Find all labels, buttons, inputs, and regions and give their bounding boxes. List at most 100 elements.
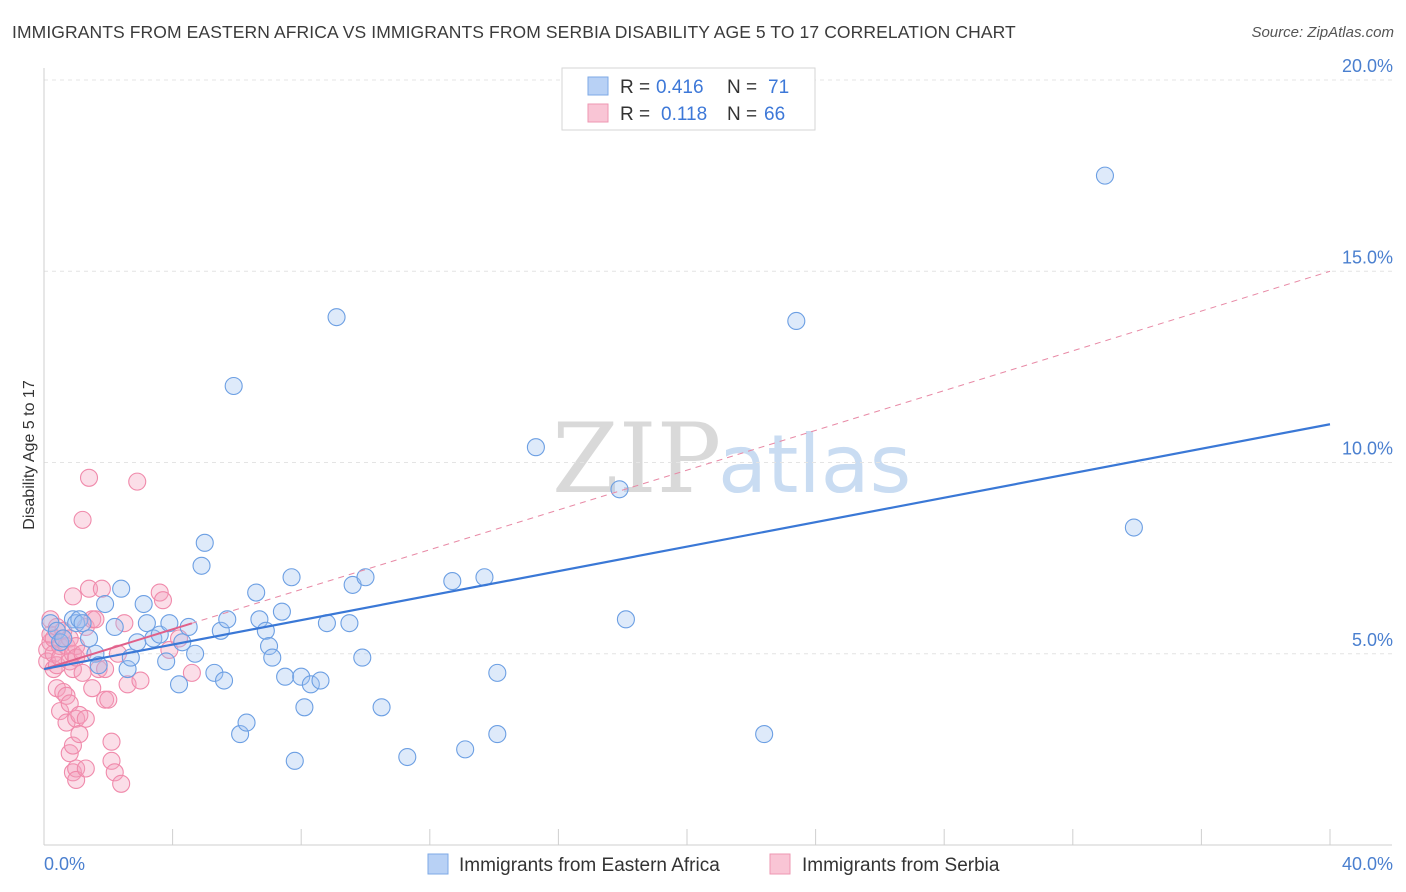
data-point-eastern-africa	[134, 594, 153, 614]
legend-r-value-1: 0.416	[656, 77, 704, 98]
data-point-serbia	[76, 759, 95, 778]
legend-n-value-1: 71	[768, 77, 789, 98]
data-point-eastern-africa	[372, 698, 391, 717]
data-point-eastern-africa	[259, 637, 279, 656]
data-point-eastern-africa	[224, 376, 243, 396]
data-point-eastern-africa	[488, 725, 507, 744]
data-point-eastern-africa	[41, 614, 60, 633]
data-point-serbia	[73, 510, 92, 529]
y-tick-label: 5.0%	[1352, 630, 1393, 650]
legend-swatch-eastern-africa	[587, 76, 609, 96]
data-point-eastern-africa	[1124, 518, 1143, 537]
data-point-eastern-africa	[79, 629, 99, 648]
data-point-eastern-africa	[356, 568, 375, 587]
data-point-eastern-africa	[272, 602, 291, 621]
axes	[43, 68, 1392, 846]
x-tick-label: 40.0%	[1342, 854, 1393, 874]
data-point-eastern-africa	[214, 671, 234, 690]
data-point-serbia	[102, 751, 121, 770]
data-point-serbia	[99, 690, 118, 709]
data-point-serbia	[92, 579, 111, 598]
chart-title: IMMIGRANTS FROM EASTERN AFRICA VS IMMIGR…	[12, 22, 1016, 42]
y-tick-labels: 5.0% 10.0% 15.0% 20.0%	[1342, 56, 1393, 650]
data-point-eastern-africa	[610, 480, 629, 499]
source-label: Source: ZipAtlas.com	[1251, 24, 1394, 41]
data-point-serbia	[128, 472, 147, 491]
data-point-serbia	[79, 579, 99, 598]
trend-line-eastern-africa	[43, 423, 1331, 671]
legend-n-label-2: N =	[727, 104, 757, 125]
y-tick-label: 15.0%	[1342, 247, 1393, 267]
data-point-serbia	[51, 702, 70, 721]
data-point-serbia	[63, 736, 82, 755]
data-point-eastern-africa	[616, 610, 635, 629]
data-point-serbia	[70, 725, 89, 744]
data-point-eastern-africa	[160, 614, 179, 633]
data-point-eastern-africa	[169, 675, 189, 694]
legend-n-label-1: N =	[727, 77, 757, 98]
data-point-eastern-africa	[292, 667, 311, 686]
legend-r-value-2: 0.118	[661, 104, 707, 125]
data-point-serbia	[153, 591, 173, 610]
data-point-serbia	[131, 671, 150, 690]
data-point-eastern-africa	[787, 311, 806, 331]
data-point-eastern-africa	[526, 438, 545, 457]
data-point-eastern-africa	[186, 644, 205, 663]
data-point-eastern-africa	[47, 621, 66, 640]
data-point-eastern-africa	[398, 747, 417, 767]
legend-r-label-1: R =	[620, 77, 650, 98]
y-tick-label: 20.0%	[1342, 56, 1393, 76]
data-point-eastern-africa	[118, 659, 137, 679]
data-point-eastern-africa	[192, 556, 211, 575]
data-point-eastern-africa	[295, 698, 314, 717]
bottom-legend-label-serbia: Immigrants from Serbia	[802, 855, 1000, 876]
data-point-eastern-africa	[195, 533, 214, 552]
watermark-atlas: atlas	[718, 418, 911, 511]
data-point-serbia	[182, 663, 201, 682]
trend-line-serbia	[43, 270, 1331, 670]
bottom-legend: Immigrants from Eastern Africa Immigrant…	[427, 853, 1000, 876]
data-point-serbia	[102, 732, 121, 751]
trend-lines	[43, 270, 1331, 671]
y-axis-label: Disability Age 5 to 17	[21, 380, 38, 530]
x-tick-label: 0.0%	[44, 854, 85, 874]
data-point-eastern-africa	[488, 663, 507, 682]
data-point-eastern-africa	[456, 740, 475, 759]
x-tick-labels: 0.0% 40.0%	[44, 854, 1393, 874]
bottom-legend-label-eastern-africa: Immigrants from Eastern Africa	[459, 855, 720, 876]
legend: R = 0.416 N = 71 R = 0.118 N = 66	[561, 67, 816, 131]
data-point-serbia	[89, 659, 108, 679]
data-point-serbia	[83, 679, 102, 698]
grid-lines	[44, 79, 1392, 655]
data-point-serbia	[41, 610, 60, 629]
legend-swatch-serbia	[587, 103, 609, 123]
data-point-eastern-africa	[112, 579, 131, 598]
data-point-serbia	[76, 709, 95, 728]
data-point-eastern-africa	[285, 751, 304, 770]
data-point-eastern-africa	[237, 713, 256, 732]
data-point-serbia	[112, 774, 131, 793]
data-point-eastern-africa	[157, 652, 176, 671]
data-point-serbia	[105, 763, 124, 782]
data-point-serbia	[79, 468, 99, 487]
data-point-eastern-africa	[137, 614, 156, 633]
bottom-legend-swatch-eastern-africa	[427, 853, 449, 875]
data-point-serbia	[63, 587, 82, 606]
data-point-eastern-africa	[276, 667, 295, 686]
data-point-eastern-africa	[443, 572, 462, 591]
watermark-zip: ZIP	[552, 403, 721, 515]
data-point-eastern-africa	[327, 308, 346, 327]
data-point-serbia	[115, 614, 134, 633]
data-point-eastern-africa	[231, 725, 250, 744]
trend-line-serbia-solid	[43, 622, 193, 671]
data-point-serbia	[73, 663, 92, 682]
data-point-eastern-africa	[247, 583, 266, 602]
data-point-eastern-africa	[353, 648, 372, 667]
data-point-eastern-africa	[96, 594, 115, 614]
data-point-eastern-africa	[301, 675, 320, 694]
data-point-eastern-africa	[205, 663, 224, 682]
data-point-eastern-africa	[218, 610, 237, 629]
data-point-eastern-africa	[282, 568, 301, 587]
data-point-eastern-africa	[1095, 166, 1114, 185]
